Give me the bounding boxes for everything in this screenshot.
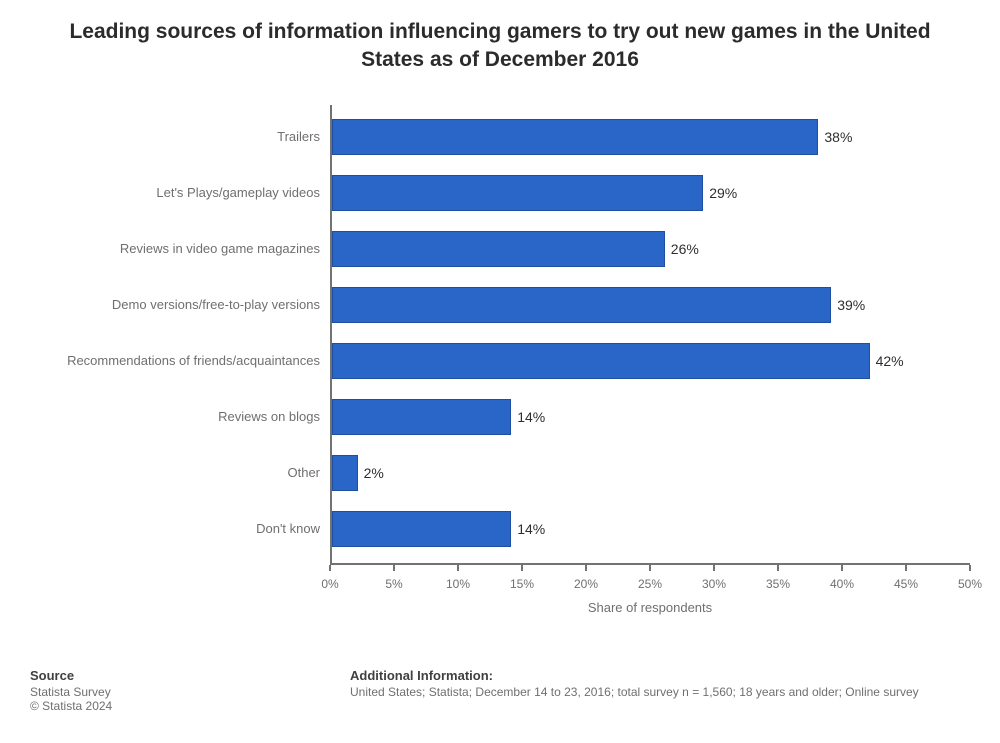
x-tick-label: 45% — [894, 577, 918, 591]
x-tick-label: 35% — [766, 577, 790, 591]
category-label: Reviews in video game magazines — [30, 241, 320, 257]
bar-row: 42% — [330, 343, 970, 379]
x-tick-label: 20% — [574, 577, 598, 591]
bar-row: 29% — [330, 175, 970, 211]
x-tick — [841, 565, 843, 571]
bar-value-label: 2% — [364, 465, 384, 481]
x-tick-label: 5% — [385, 577, 402, 591]
x-tick-label: 0% — [321, 577, 338, 591]
x-tick — [649, 565, 651, 571]
chart-area: 0%5%10%15%20%25%30%35%40%45%50% 38%29%26… — [30, 95, 970, 615]
category-label: Let's Plays/gameplay videos — [30, 185, 320, 201]
category-label: Recommendations of friends/acquaintances — [30, 353, 320, 369]
chart-container: Leading sources of information influenci… — [0, 0, 1000, 743]
bar-row: 26% — [330, 231, 970, 267]
category-label: Trailers — [30, 129, 320, 145]
bar — [332, 455, 358, 491]
footer-source-line2: © Statista 2024 — [30, 699, 350, 713]
bar — [332, 231, 665, 267]
x-tick-label: 10% — [446, 577, 470, 591]
category-label: Don't know — [30, 521, 320, 537]
bar-row: 14% — [330, 399, 970, 435]
x-tick-label: 50% — [958, 577, 982, 591]
bar-value-label: 14% — [517, 521, 545, 537]
x-tick-label: 15% — [510, 577, 534, 591]
x-tick — [905, 565, 907, 571]
x-tick-label: 30% — [702, 577, 726, 591]
chart-footer: Source Statista Survey © Statista 2024 A… — [30, 668, 970, 713]
bar-value-label: 14% — [517, 409, 545, 425]
footer-source-header: Source — [30, 668, 350, 683]
plot-area: 0%5%10%15%20%25%30%35%40%45%50% 38%29%26… — [330, 105, 970, 565]
category-label: Reviews on blogs — [30, 409, 320, 425]
bar-row: 38% — [330, 119, 970, 155]
x-tick — [585, 565, 587, 571]
bar — [332, 119, 818, 155]
bar-value-label: 38% — [824, 129, 852, 145]
bar-row: 39% — [330, 287, 970, 323]
footer-additional-text: United States; Statista; December 14 to … — [350, 685, 970, 699]
x-tick-label: 40% — [830, 577, 854, 591]
y-axis-line — [330, 105, 332, 565]
category-label: Other — [30, 465, 320, 481]
x-tick — [969, 565, 971, 571]
bar-value-label: 42% — [876, 353, 904, 369]
footer-source: Source Statista Survey © Statista 2024 — [30, 668, 350, 713]
x-tick — [521, 565, 523, 571]
bar-row: 2% — [330, 455, 970, 491]
x-tick — [393, 565, 395, 571]
bar — [332, 287, 831, 323]
x-axis-title: Share of respondents — [588, 600, 712, 615]
footer-additional: Additional Information: United States; S… — [350, 668, 970, 713]
x-tick — [777, 565, 779, 571]
x-tick — [713, 565, 715, 571]
bar-row: 14% — [330, 511, 970, 547]
bar — [332, 175, 703, 211]
bar-value-label: 39% — [837, 297, 865, 313]
bar-value-label: 29% — [709, 185, 737, 201]
category-label: Demo versions/free-to-play versions — [30, 297, 320, 313]
chart-title: Leading sources of information influenci… — [60, 18, 940, 75]
x-tick-label: 25% — [638, 577, 662, 591]
bar-value-label: 26% — [671, 241, 699, 257]
x-tick — [457, 565, 459, 571]
bar — [332, 343, 870, 379]
footer-source-line1: Statista Survey — [30, 685, 350, 699]
bar — [332, 511, 511, 547]
bar — [332, 399, 511, 435]
footer-additional-header: Additional Information: — [350, 668, 970, 683]
x-tick — [329, 565, 331, 571]
